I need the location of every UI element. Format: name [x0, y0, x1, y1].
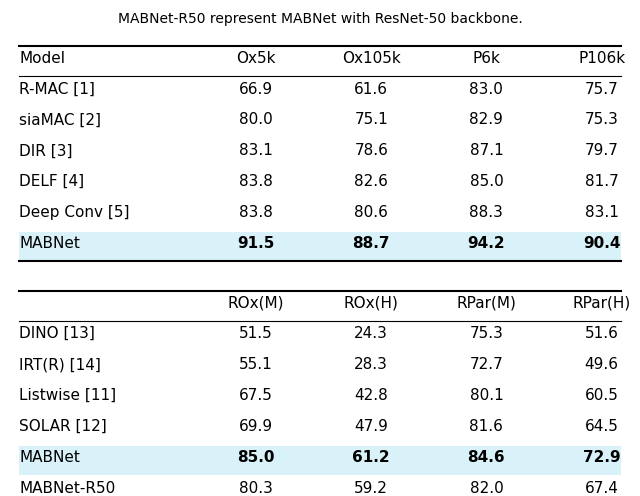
- Text: 75.7: 75.7: [585, 81, 618, 97]
- Text: 24.3: 24.3: [355, 326, 388, 341]
- Text: 83.0: 83.0: [470, 81, 503, 97]
- Text: MABNet: MABNet: [19, 236, 80, 251]
- Bar: [19, 446, 621, 475]
- Text: 47.9: 47.9: [355, 419, 388, 434]
- Text: 61.6: 61.6: [354, 81, 388, 97]
- Text: 78.6: 78.6: [355, 143, 388, 158]
- Text: P6k: P6k: [472, 51, 500, 65]
- Text: 55.1: 55.1: [239, 357, 273, 372]
- Text: 80.3: 80.3: [239, 481, 273, 496]
- Text: R-MAC [1]: R-MAC [1]: [19, 81, 95, 97]
- Text: 90.4: 90.4: [583, 236, 620, 251]
- Text: 79.7: 79.7: [585, 143, 618, 158]
- Text: DELF [4]: DELF [4]: [19, 174, 84, 189]
- Text: 75.3: 75.3: [585, 113, 618, 127]
- Text: 67.4: 67.4: [585, 481, 618, 496]
- Text: Ox5k: Ox5k: [236, 51, 276, 65]
- Text: 75.1: 75.1: [355, 113, 388, 127]
- Text: DIR [3]: DIR [3]: [19, 143, 73, 158]
- Text: 51.5: 51.5: [239, 326, 273, 341]
- Text: Ox105k: Ox105k: [342, 51, 401, 65]
- Text: 88.3: 88.3: [470, 205, 503, 220]
- Text: 60.5: 60.5: [585, 388, 618, 403]
- Text: 81.7: 81.7: [585, 174, 618, 189]
- Text: 84.6: 84.6: [468, 450, 505, 465]
- Text: 64.5: 64.5: [585, 419, 618, 434]
- Text: 28.3: 28.3: [355, 357, 388, 372]
- Text: DINO [13]: DINO [13]: [19, 326, 95, 341]
- Text: 80.1: 80.1: [470, 388, 503, 403]
- Text: P106k: P106k: [578, 51, 625, 65]
- Text: ROx(H): ROx(H): [344, 295, 399, 310]
- Text: ROx(M): ROx(M): [228, 295, 284, 310]
- Text: 85.0: 85.0: [470, 174, 503, 189]
- Text: 80.6: 80.6: [355, 205, 388, 220]
- Text: 59.2: 59.2: [355, 481, 388, 496]
- Text: 82.9: 82.9: [470, 113, 503, 127]
- Text: 49.6: 49.6: [584, 357, 619, 372]
- Text: RPar(M): RPar(M): [456, 295, 516, 310]
- Text: 42.8: 42.8: [355, 388, 388, 403]
- Text: 72.9: 72.9: [583, 450, 620, 465]
- Text: 87.1: 87.1: [470, 143, 503, 158]
- Text: 91.5: 91.5: [237, 236, 275, 251]
- Text: 51.6: 51.6: [585, 326, 618, 341]
- Text: Model: Model: [19, 51, 65, 65]
- Text: 66.9: 66.9: [239, 81, 273, 97]
- Text: 88.7: 88.7: [353, 236, 390, 251]
- Text: siaMAC [2]: siaMAC [2]: [19, 113, 101, 127]
- Bar: [19, 232, 621, 261]
- Text: 81.6: 81.6: [470, 419, 503, 434]
- Text: 67.5: 67.5: [239, 388, 273, 403]
- Text: 72.7: 72.7: [470, 357, 503, 372]
- Text: 83.8: 83.8: [239, 205, 273, 220]
- Text: 83.8: 83.8: [239, 174, 273, 189]
- Text: MABNet-R50 represent MABNet with ResNet-50 backbone.: MABNet-R50 represent MABNet with ResNet-…: [118, 12, 522, 26]
- Text: 61.2: 61.2: [353, 450, 390, 465]
- Text: MABNet-R50: MABNet-R50: [19, 481, 115, 496]
- Text: 83.1: 83.1: [239, 143, 273, 158]
- Text: 83.1: 83.1: [585, 205, 618, 220]
- Text: 69.9: 69.9: [239, 419, 273, 434]
- Text: Deep Conv [5]: Deep Conv [5]: [19, 205, 130, 220]
- Text: 85.0: 85.0: [237, 450, 275, 465]
- Text: 75.3: 75.3: [470, 326, 503, 341]
- Text: IRT(R) [14]: IRT(R) [14]: [19, 357, 101, 372]
- Text: RPar(H): RPar(H): [572, 295, 631, 310]
- Text: MABNet: MABNet: [19, 450, 80, 465]
- Text: SOLAR [12]: SOLAR [12]: [19, 419, 107, 434]
- Text: Listwise [11]: Listwise [11]: [19, 388, 116, 403]
- Text: 94.2: 94.2: [468, 236, 505, 251]
- Text: 82.0: 82.0: [470, 481, 503, 496]
- Text: 80.0: 80.0: [239, 113, 273, 127]
- Text: 82.6: 82.6: [355, 174, 388, 189]
